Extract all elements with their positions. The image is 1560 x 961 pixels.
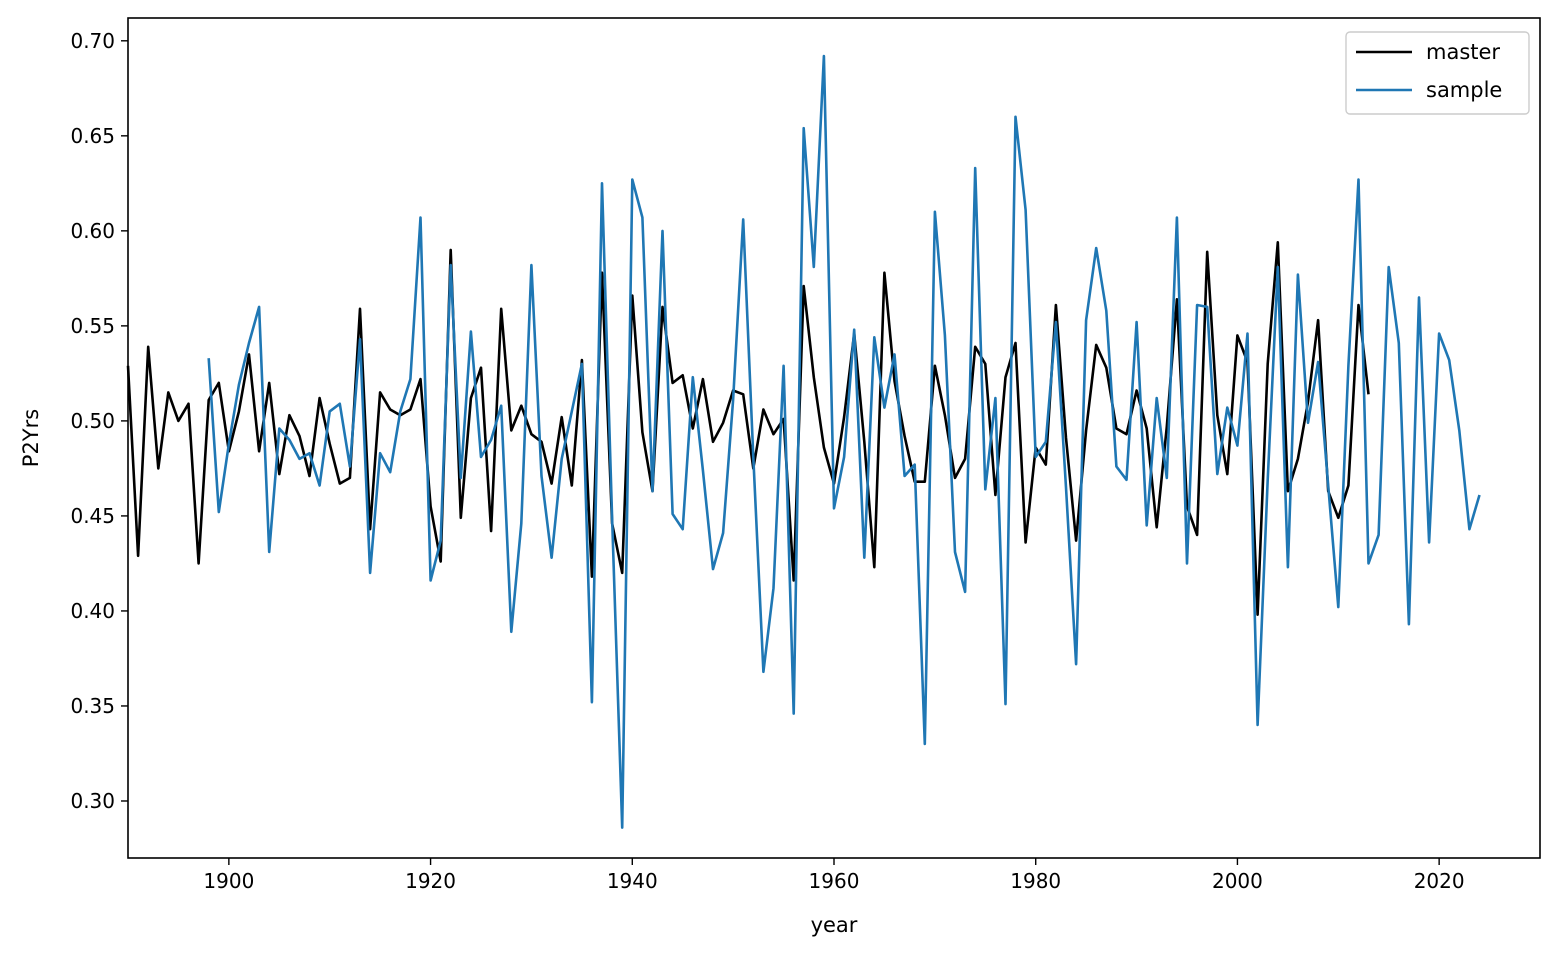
y-tick-label: 0.35 [70, 694, 115, 718]
legend-label-sample: sample [1426, 78, 1502, 102]
y-tick-label: 0.70 [70, 29, 115, 53]
x-tick-label: 1940 [607, 869, 658, 893]
series-line-master [126, 241, 1370, 617]
y-tick-label: 0.60 [70, 219, 115, 243]
x-tick-label: 1960 [809, 869, 860, 893]
x-tick-label: 1900 [203, 869, 254, 893]
legend: master sample [1345, 31, 1530, 115]
y-axis-label: P2Yrs [19, 409, 43, 467]
y-axis: 0.30 0.35 0.40 0.45 0.50 0.55 0.60 0.65 0.70 [70, 29, 128, 813]
y-tick-label: 0.55 [70, 314, 115, 338]
x-tick-label: 2000 [1212, 869, 1263, 893]
y-tick-label: 0.45 [70, 504, 115, 528]
y-tick-label: 0.30 [70, 789, 115, 813]
y-tick-label: 0.65 [70, 124, 115, 148]
x-axis: 1900 1920 1940 1960 1980 2000 2020 [203, 858, 1465, 893]
x-tick-label: 1980 [1010, 869, 1061, 893]
y-tick-label: 0.50 [70, 409, 115, 433]
x-tick-label: 1920 [405, 869, 456, 893]
y-tick-label: 0.40 [70, 599, 115, 623]
x-axis-label: year [811, 913, 858, 937]
series-layer [126, 54, 1481, 829]
x-tick-label: 2020 [1414, 869, 1465, 893]
series-line-sample [207, 54, 1481, 829]
legend-label-master: master [1426, 40, 1500, 64]
